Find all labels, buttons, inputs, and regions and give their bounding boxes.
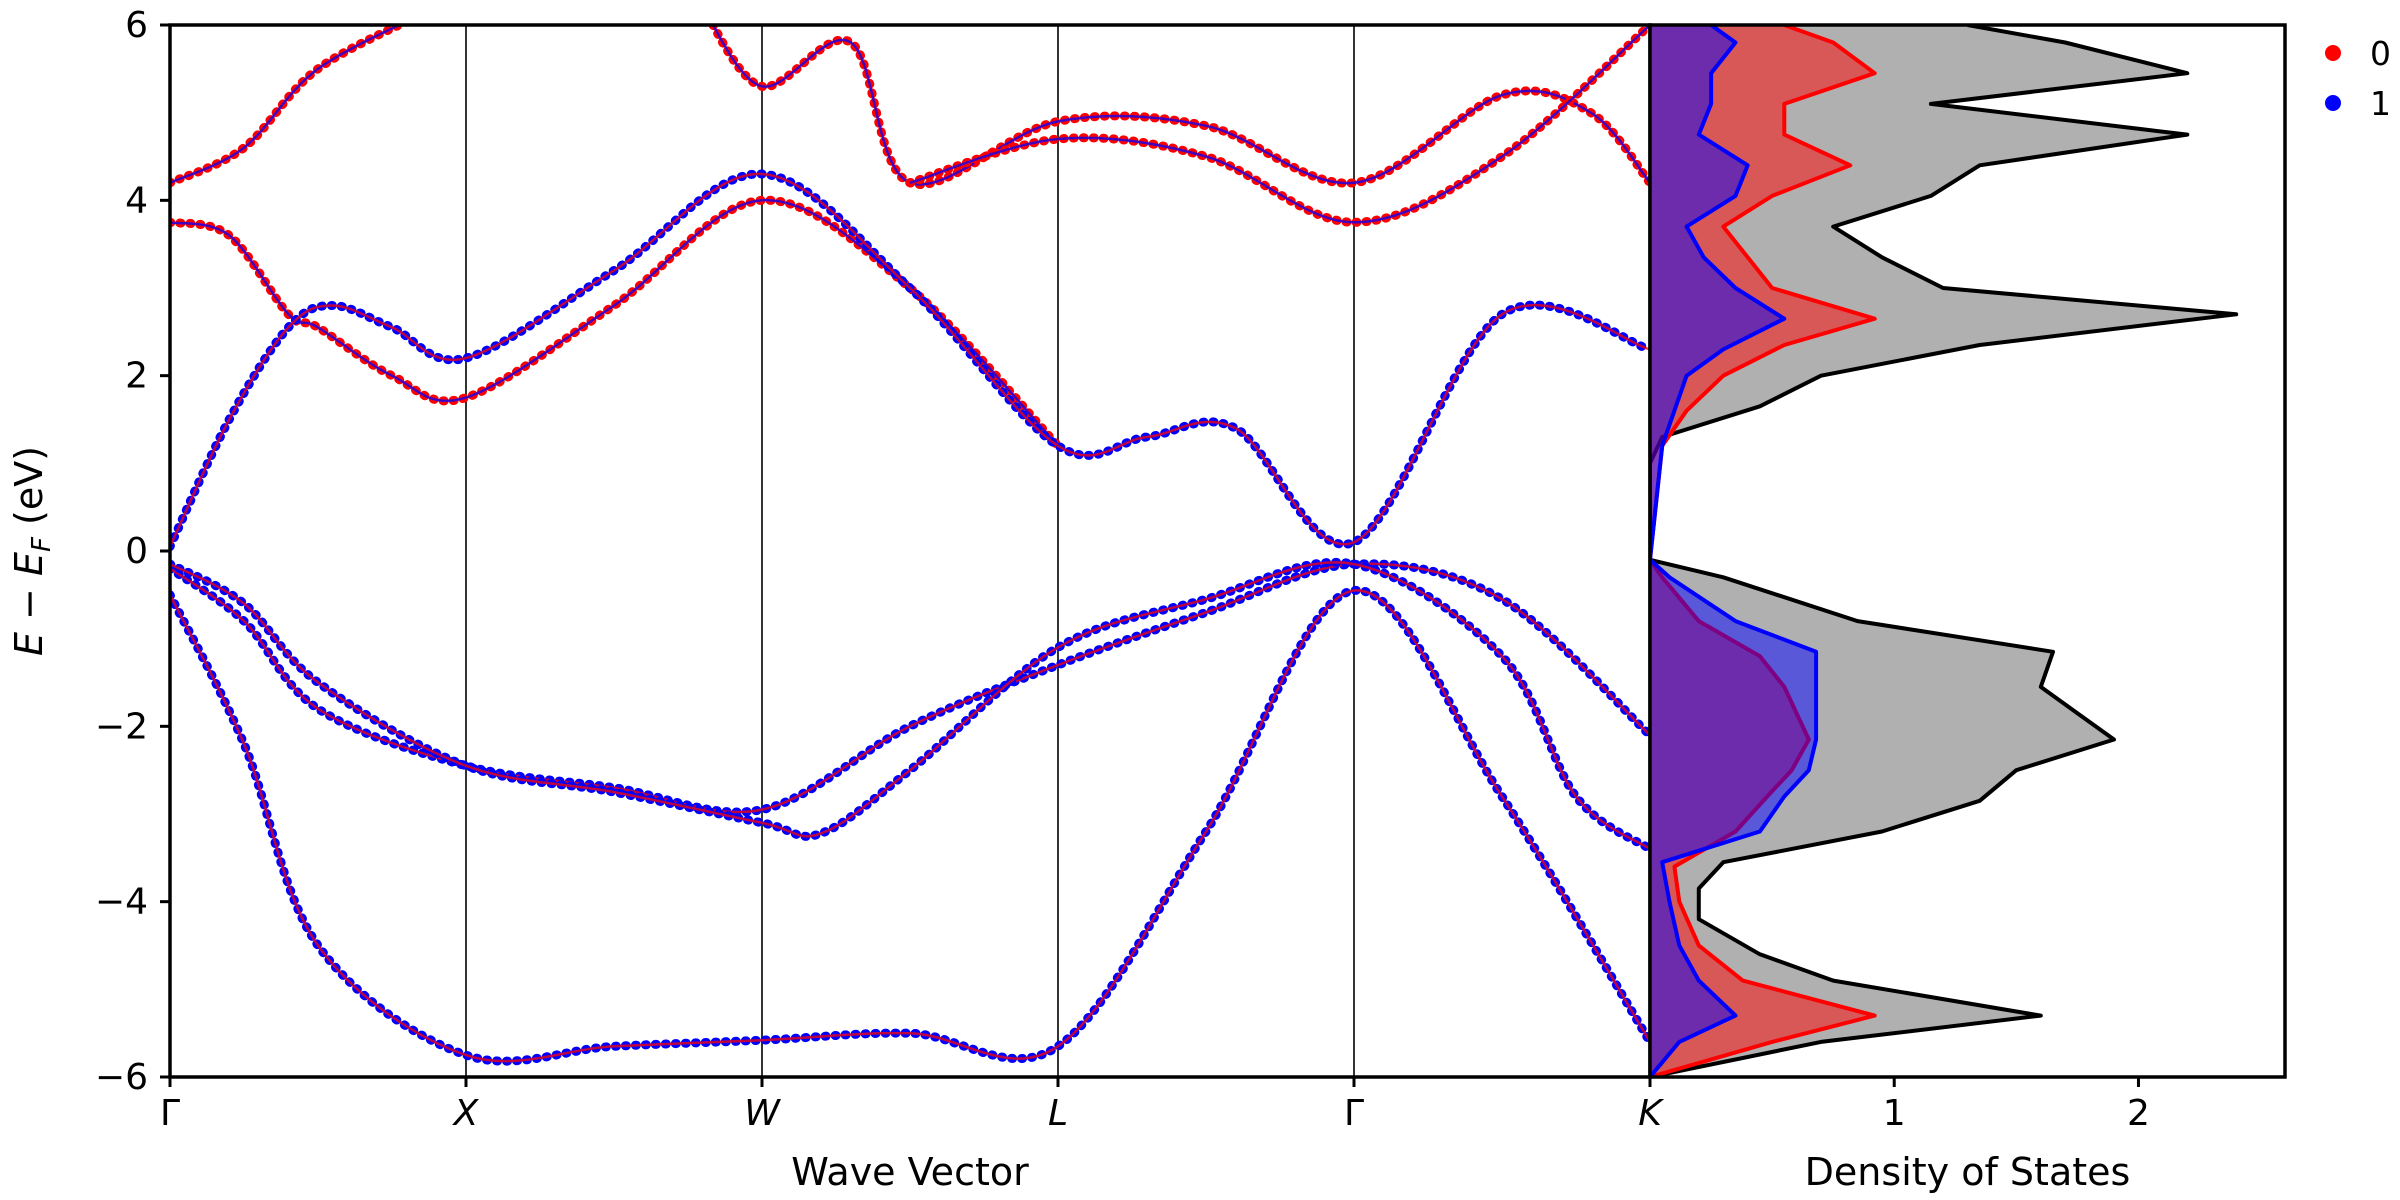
band-line-6 [707,25,1650,189]
y-tick-label: −2 [95,706,148,747]
band-structure-panel: −6 −4 −2 0 2 4 6 Γ X W L Γ K Wave Vector E − EF (eV) [7,5,1664,1194]
bands-group [170,25,1650,1066]
dos-x-axis-title: Density of States [1805,1150,2131,1194]
band-core-5 [170,25,403,184]
k-tick-label: K [1638,1093,1664,1134]
dos-area-projection_1 [1650,25,1817,1077]
band-core-1 [170,562,1650,814]
y-tick-label: 4 [125,180,148,221]
band-line-2 [170,557,1650,854]
dos-x-tick-label: 1 [1883,1093,1906,1134]
y-tick-label: 2 [125,356,148,397]
band-core-2 [170,561,1650,851]
band-core-3 [170,199,1059,447]
y-tick-label: −6 [95,1057,148,1098]
y-title-sub: F [27,536,57,552]
legend-label-0: 0 [2370,34,2391,73]
y-tick-label: −4 [95,882,148,923]
band-core-7 [909,25,1650,224]
k-tick-label: L [1048,1093,1068,1134]
band-core-0 [170,589,1650,1063]
dos-frame [1648,23,2287,1079]
band-line-7 [905,25,1650,227]
dos-series-group [1650,25,2239,1077]
dos-line-projection_1 [1650,25,1819,1077]
y-title-unit: (eV) [7,446,51,537]
band-line-4 [170,169,1650,552]
band-x-axis-title: Wave Vector [791,1150,1029,1194]
dos-line-total [1650,25,2239,1077]
y-tick-label: 6 [125,5,148,46]
y-title-base: E − E [7,552,51,656]
legend-marker-0 [2325,45,2341,61]
k-tick-label: X [452,1093,480,1134]
k-tick-label: W [744,1093,781,1134]
dos-area-total [1650,25,2237,1077]
y-tick-label: 0 [125,531,148,572]
dos-panel: 1 2 Density of States [1648,23,2287,1194]
legend: 01 [2325,34,2391,123]
k-tick-label: Γ [1344,1093,1364,1134]
k-tick-label: Γ [160,1093,180,1134]
band-core-6 [711,25,1650,186]
legend-label-1: 1 [2370,84,2391,123]
dos-x-tick-label: 2 [2127,1093,2150,1134]
band-y-axis-title: E − EF (eV) [7,446,57,656]
band-line-5 [170,25,410,188]
legend-marker-1 [2325,95,2341,111]
band-core-4 [170,172,1650,548]
